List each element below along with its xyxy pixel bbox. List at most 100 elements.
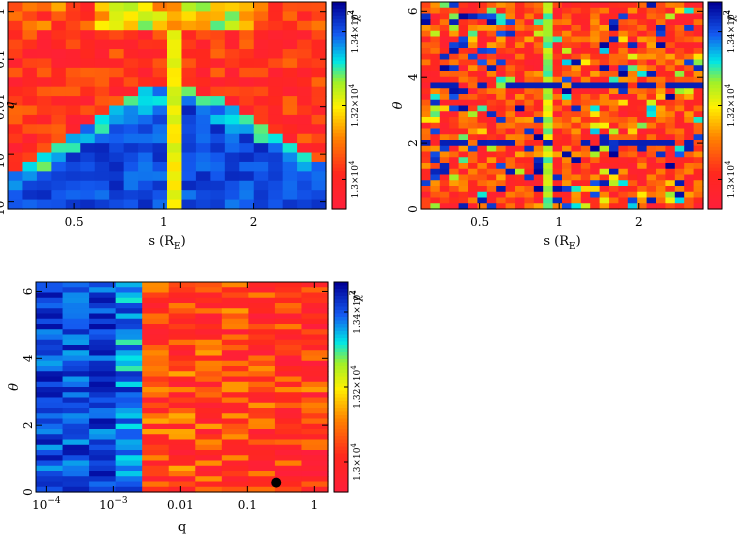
heatmap-cell — [51, 2, 67, 13]
heatmap-cell — [524, 7, 535, 15]
heatmap-cell — [590, 128, 601, 135]
heatmap-cell — [496, 2, 507, 9]
heatmap-cell — [109, 30, 125, 41]
heatmap-cell — [627, 42, 638, 49]
heatmap-cell — [646, 42, 657, 49]
heatmap-cell — [693, 76, 704, 84]
heatmap-cell — [181, 67, 197, 78]
heatmap-cell — [268, 180, 284, 191]
heatmap-cell — [665, 191, 676, 199]
heatmap-cell — [22, 67, 38, 78]
colorbar-swatch — [332, 122, 346, 127]
heatmap-cell — [468, 180, 478, 187]
heatmap-cell — [115, 408, 143, 414]
heatmap-cell — [486, 99, 497, 107]
colorbar-swatch — [334, 488, 348, 493]
heatmap-cell — [571, 168, 582, 176]
colorbar-swatch — [334, 432, 348, 437]
heatmap-cell — [646, 71, 657, 78]
heatmap-cell — [80, 30, 96, 41]
heatmap-cell — [168, 334, 196, 341]
heatmap-cell — [142, 292, 170, 299]
x-tick-exponent: −4 — [47, 496, 61, 506]
heatmap-cell — [533, 111, 544, 118]
heatmap-cell — [239, 171, 255, 182]
heatmap-cell — [142, 334, 170, 341]
heatmap-cell — [301, 287, 329, 294]
colorbar-swatch — [708, 8, 722, 13]
heatmap-cell — [181, 190, 197, 201]
heatmap-cell — [571, 30, 582, 38]
colorbar-swatch — [334, 296, 348, 301]
heatmap-cell — [468, 134, 478, 141]
heatmap-cell — [571, 13, 582, 20]
heatmap-cell — [301, 413, 329, 420]
heatmap-cell — [65, 96, 81, 107]
y-tick-label: 6 — [406, 8, 420, 16]
heatmap-cell — [248, 339, 276, 346]
heatmap-cell — [496, 13, 507, 20]
heatmap-cell — [599, 19, 610, 26]
heatmap-cell — [571, 117, 582, 124]
heatmap-cell — [221, 455, 249, 462]
colorbar-swatch — [332, 29, 346, 34]
heatmap-cell — [109, 133, 125, 144]
heatmap-cell — [674, 19, 685, 26]
heatmap-cell — [580, 117, 591, 124]
heatmap-cell — [142, 471, 170, 477]
heatmap-cell — [248, 329, 276, 336]
heatmap-cell — [138, 152, 154, 163]
heatmap-cell — [152, 124, 168, 135]
heatmap-cell — [51, 86, 67, 97]
heatmap-cell — [580, 203, 591, 210]
heatmap-cell — [684, 186, 695, 193]
heatmap-cell — [609, 30, 619, 38]
heatmap-cell — [665, 76, 676, 84]
heatmap-cell — [562, 53, 572, 61]
heatmap-cell — [268, 133, 284, 144]
heatmap-cell — [684, 65, 695, 72]
heatmap-cell — [282, 143, 298, 154]
heatmap-cell — [496, 191, 507, 199]
heatmap-cell — [195, 444, 223, 451]
heatmap-cell — [468, 157, 478, 164]
heatmap-cell — [274, 360, 303, 367]
heatmap-cell — [274, 297, 303, 304]
heatmap-cell — [627, 186, 638, 193]
heatmap-cell — [590, 186, 601, 193]
heatmap-cell — [684, 140, 695, 147]
heatmap-cell — [22, 58, 38, 69]
heatmap-cell — [571, 186, 582, 193]
heatmap-cell — [477, 151, 488, 158]
heatmap-cell — [109, 190, 125, 201]
heatmap-cell — [62, 387, 90, 393]
heatmap-cell — [477, 163, 488, 170]
heatmap-cell — [618, 111, 629, 118]
heatmap-cell — [123, 20, 139, 31]
heatmap-cell — [618, 163, 629, 170]
heatmap-cell — [239, 20, 255, 31]
heatmap-cell — [609, 19, 619, 26]
heatmap-cell — [142, 371, 170, 378]
heatmap-cell — [221, 282, 249, 288]
heatmap-cell — [253, 143, 269, 154]
heatmap-cell — [274, 423, 303, 430]
heatmap-cell — [195, 376, 223, 383]
heatmap-cell — [665, 65, 676, 72]
colorbar-swatch — [334, 366, 348, 371]
heatmap-cell — [311, 199, 327, 210]
y-tick-label: 0 — [21, 488, 35, 496]
heatmap-cell — [65, 114, 81, 125]
heatmap-cell — [449, 2, 460, 9]
heatmap-cell — [693, 168, 704, 176]
heatmap-cell — [8, 199, 24, 210]
heatmap-cell — [618, 94, 629, 101]
heatmap-cell — [524, 128, 535, 135]
heatmap-cell — [458, 94, 469, 101]
heatmap-cell — [552, 48, 563, 55]
heatmap-cell — [210, 180, 226, 191]
heatmap-cell — [562, 2, 572, 9]
heatmap-cell — [311, 86, 327, 97]
